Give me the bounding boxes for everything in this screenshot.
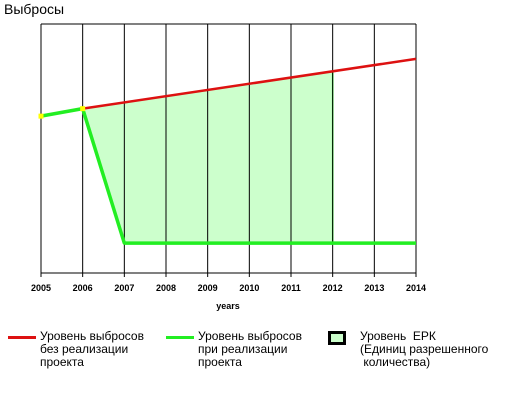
x-tick-label-2012: 2012 bbox=[323, 283, 343, 293]
data-marker-2006 bbox=[80, 106, 86, 112]
legend-label-erk: Уровень ЕРК (Единиц разрешенного количес… bbox=[360, 329, 489, 369]
x-tick-label-2009: 2009 bbox=[198, 283, 218, 293]
legend-swatch-project bbox=[166, 336, 194, 339]
x-tick-label-2007: 2007 bbox=[114, 283, 134, 293]
legend-label-baseline: Уровень выбросов без реализации проекта bbox=[40, 329, 144, 369]
x-axis-title: years bbox=[216, 301, 240, 311]
legend-swatch-erk bbox=[328, 331, 346, 345]
x-tick-label-2014: 2014 bbox=[406, 283, 426, 293]
x-tick-label-2008: 2008 bbox=[156, 283, 176, 293]
x-tick-label-2006: 2006 bbox=[73, 283, 93, 293]
x-tick-label-2005: 2005 bbox=[31, 283, 51, 293]
legend-label-project: Уровень выбросов при реализации проекта bbox=[198, 329, 302, 369]
x-tick-label-2013: 2013 bbox=[364, 283, 384, 293]
chart-title: Выбросы bbox=[4, 1, 65, 17]
x-tick-label-2010: 2010 bbox=[239, 283, 259, 293]
data-marker-2005 bbox=[38, 113, 44, 119]
series-line-project bbox=[40, 106, 416, 245]
x-tick-label-2011: 2011 bbox=[281, 283, 301, 293]
legend-swatch-baseline bbox=[8, 336, 36, 339]
